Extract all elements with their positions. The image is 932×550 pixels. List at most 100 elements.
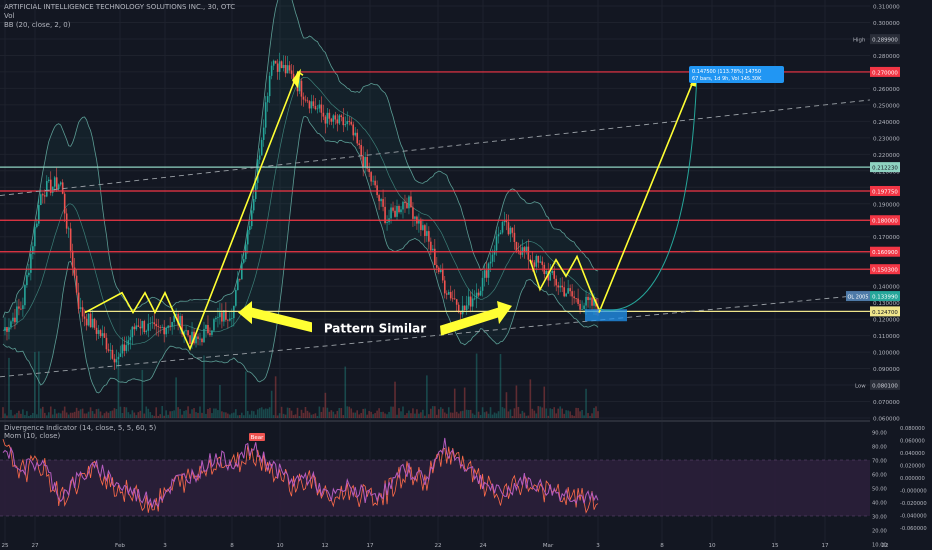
volume-bar [479, 414, 482, 418]
volume-bar [428, 414, 430, 418]
candle-body [169, 325, 171, 327]
volume-bar [256, 409, 259, 418]
level-price-tag [870, 215, 900, 226]
candle-body [111, 349, 114, 359]
candle-body [197, 336, 199, 339]
volume-bar [591, 413, 593, 418]
candle-body [81, 307, 84, 317]
volume-bar [418, 413, 420, 418]
candle-body [396, 206, 398, 217]
volume-bar [272, 415, 275, 418]
volume-bar [133, 412, 136, 418]
volume-bar [34, 351, 36, 418]
volume-bar [559, 406, 561, 418]
volume-bar [280, 406, 283, 418]
volume-bar [473, 414, 476, 418]
volume-bar [541, 407, 544, 418]
low-label: Low [855, 383, 866, 389]
volume-bar [372, 414, 374, 418]
candle-body [441, 269, 444, 281]
volume-bar [513, 408, 516, 418]
candle-body [268, 75, 271, 97]
volume-bar [587, 413, 589, 418]
candle-body [495, 236, 498, 251]
volume-bar [485, 411, 488, 418]
volume-bar [40, 408, 42, 418]
candle-body [459, 312, 462, 315]
projection-arrow-line[interactable] [598, 71, 698, 313]
volume-bar [481, 407, 484, 418]
pattern-zigzag-right[interactable] [529, 254, 600, 310]
volume-bar [501, 407, 504, 418]
volume-bar [422, 409, 424, 418]
high-value: 0.289900 [872, 38, 898, 44]
candle-body [298, 80, 301, 92]
candle-body [493, 250, 496, 255]
volume-bar [268, 407, 271, 418]
volume-bar [388, 411, 390, 418]
volume-bar [231, 413, 233, 418]
candle-body [551, 270, 554, 274]
candle-body [155, 324, 158, 327]
candle-body [113, 358, 116, 363]
volume-bar [240, 412, 243, 418]
volume-bar [254, 414, 257, 418]
pattern-zigzag-left[interactable] [84, 70, 304, 351]
bear-label: Bear [251, 435, 265, 441]
mom-axis-tick: 0.080000 [900, 426, 925, 432]
candle-body [461, 305, 464, 315]
level-price-tag [870, 66, 900, 77]
candle-body [91, 318, 94, 328]
level-price-tag [870, 246, 900, 257]
candle-body [30, 253, 32, 273]
volume-bar [191, 409, 193, 418]
candle-body [97, 330, 100, 334]
candle-body [115, 359, 118, 363]
candle-body [465, 305, 468, 311]
volume-bar [129, 414, 132, 418]
candle-body [457, 304, 460, 313]
volume-bar [65, 412, 68, 418]
volume-bar [49, 406, 52, 418]
candle-body [280, 61, 283, 69]
bear-badge [249, 433, 265, 441]
upper-trendline[interactable] [0, 99, 871, 196]
price-axis-tick: 0.190000 [873, 202, 900, 208]
candle-body [420, 219, 422, 230]
time-axis-tick: 15 [771, 543, 779, 549]
volume-bar [93, 413, 96, 418]
volume-bar [183, 410, 185, 418]
volume-bar [233, 412, 235, 418]
candle-body [55, 177, 58, 190]
volume-bar [47, 412, 50, 418]
volume-bar [117, 361, 120, 418]
volume-bar [165, 410, 167, 418]
candle-body [36, 223, 38, 228]
volume-bar [497, 411, 500, 418]
candle-body [4, 327, 6, 331]
candle-body [557, 285, 560, 288]
candle-body [131, 326, 134, 338]
volume-bar [495, 413, 498, 418]
candle-body [45, 181, 48, 197]
lower-trendline[interactable] [0, 293, 871, 378]
candle-body [14, 317, 16, 323]
divergence-line [2, 437, 599, 508]
volume-bar [235, 409, 237, 418]
volume-bar [398, 408, 400, 418]
mom-axis-tick: -0.020000 [900, 501, 927, 507]
volume-bar [597, 411, 599, 418]
candle-body [469, 296, 472, 307]
volume-bar [227, 413, 229, 418]
candle-body [105, 337, 108, 350]
candle-body [189, 335, 191, 344]
candle-body [89, 313, 92, 328]
projection-info-text: 67 bars, 1d 9h, Vol 145.30K [692, 76, 762, 82]
candle-body [137, 325, 140, 327]
candle-body [489, 261, 492, 264]
projection-info-box[interactable] [689, 66, 784, 83]
osc-axis-tick: 60.00 [872, 473, 887, 479]
candle-body [10, 321, 12, 328]
volume-bar [286, 407, 289, 418]
